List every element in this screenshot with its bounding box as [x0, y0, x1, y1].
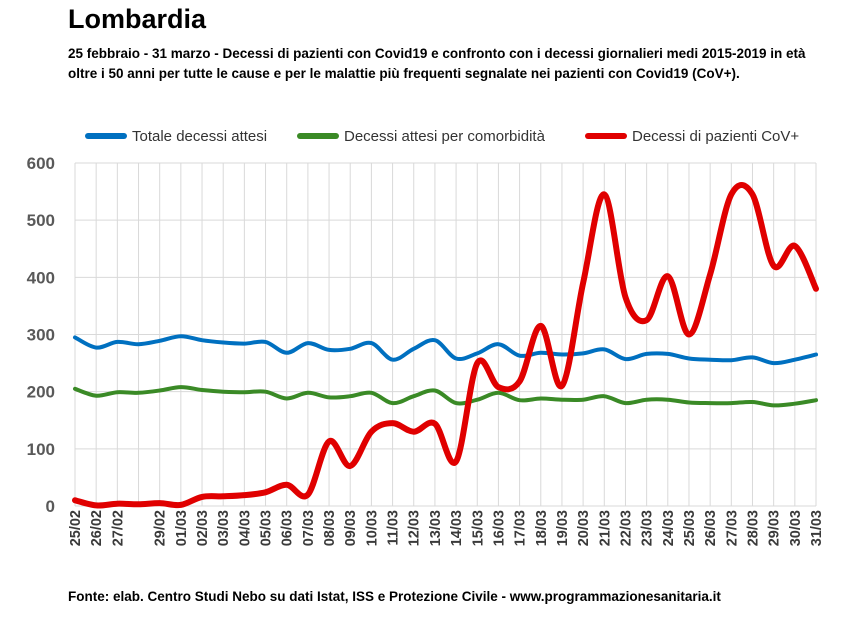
- x-tick-label: 21/03: [597, 510, 613, 546]
- x-tick-label: 06/03: [280, 510, 296, 546]
- x-tick-label: 28/03: [745, 510, 761, 546]
- y-tick-label: 500: [27, 211, 55, 230]
- x-tick-label: 19/03: [555, 510, 571, 546]
- x-tick-label: 27/02: [110, 510, 126, 546]
- series-line-1: [73, 334, 818, 366]
- x-tick-label: 23/03: [640, 510, 656, 546]
- y-tick-label: 200: [27, 383, 55, 402]
- legend-label: Totale decessi attesi: [132, 128, 267, 145]
- legend-label: Decessi attesi per comorbidità: [344, 128, 546, 145]
- source-footer: Fonte: elab. Centro Studi Nebo su dati I…: [68, 589, 721, 604]
- chart-title: Lombardia: [68, 4, 207, 34]
- series-line-2: [73, 385, 818, 408]
- x-tick-label: 27/03: [724, 510, 740, 546]
- x-tick-label: 05/03: [259, 510, 275, 546]
- y-tick-label: 100: [27, 440, 55, 459]
- x-tick-label: 25/03: [682, 510, 698, 546]
- y-tick-label: 400: [27, 268, 55, 287]
- x-tick-label: 30/03: [788, 510, 804, 546]
- x-tick-label: 29/03: [767, 510, 783, 546]
- x-tick-label: 15/03: [470, 510, 486, 546]
- legend-label: Decessi di pazienti CoV+: [632, 128, 799, 145]
- x-tick-label: 29/02: [153, 510, 169, 546]
- x-tick-label: 07/03: [301, 510, 317, 546]
- x-tick-label: 14/03: [449, 510, 465, 546]
- x-tick-label: 13/03: [428, 510, 444, 546]
- x-tick-label: 04/03: [237, 510, 253, 546]
- x-tick-label: 12/03: [407, 510, 423, 546]
- x-tick-label: 02/03: [195, 510, 211, 546]
- x-tick-label: 31/03: [809, 510, 825, 546]
- x-tick-label: 17/03: [513, 510, 529, 546]
- y-tick-label: 300: [27, 326, 55, 345]
- y-tick-label: 600: [27, 154, 55, 173]
- chart-subtitle: 25 febbraio - 31 marzo - Decessi di pazi…: [68, 46, 806, 81]
- x-tick-label: 24/03: [661, 510, 677, 546]
- x-tick-label: 18/03: [534, 510, 550, 546]
- series-line-3: [72, 181, 819, 509]
- x-tick-label: 16/03: [491, 510, 507, 546]
- x-tick-label: 09/03: [343, 510, 359, 546]
- x-tick-label: 25/02: [68, 510, 84, 546]
- y-tick-label: 0: [46, 497, 55, 516]
- x-tick-label: 20/03: [576, 510, 592, 546]
- x-tick-label: 10/03: [364, 510, 380, 546]
- x-tick-label: 26/03: [703, 510, 719, 546]
- x-tick-label: 01/03: [174, 510, 190, 546]
- x-tick-label: 26/02: [89, 510, 105, 546]
- x-tick-label: 08/03: [322, 510, 338, 546]
- x-tick-label: 03/03: [216, 510, 232, 546]
- x-tick-label: 22/03: [618, 510, 634, 546]
- x-tick-label: 11/03: [386, 510, 402, 546]
